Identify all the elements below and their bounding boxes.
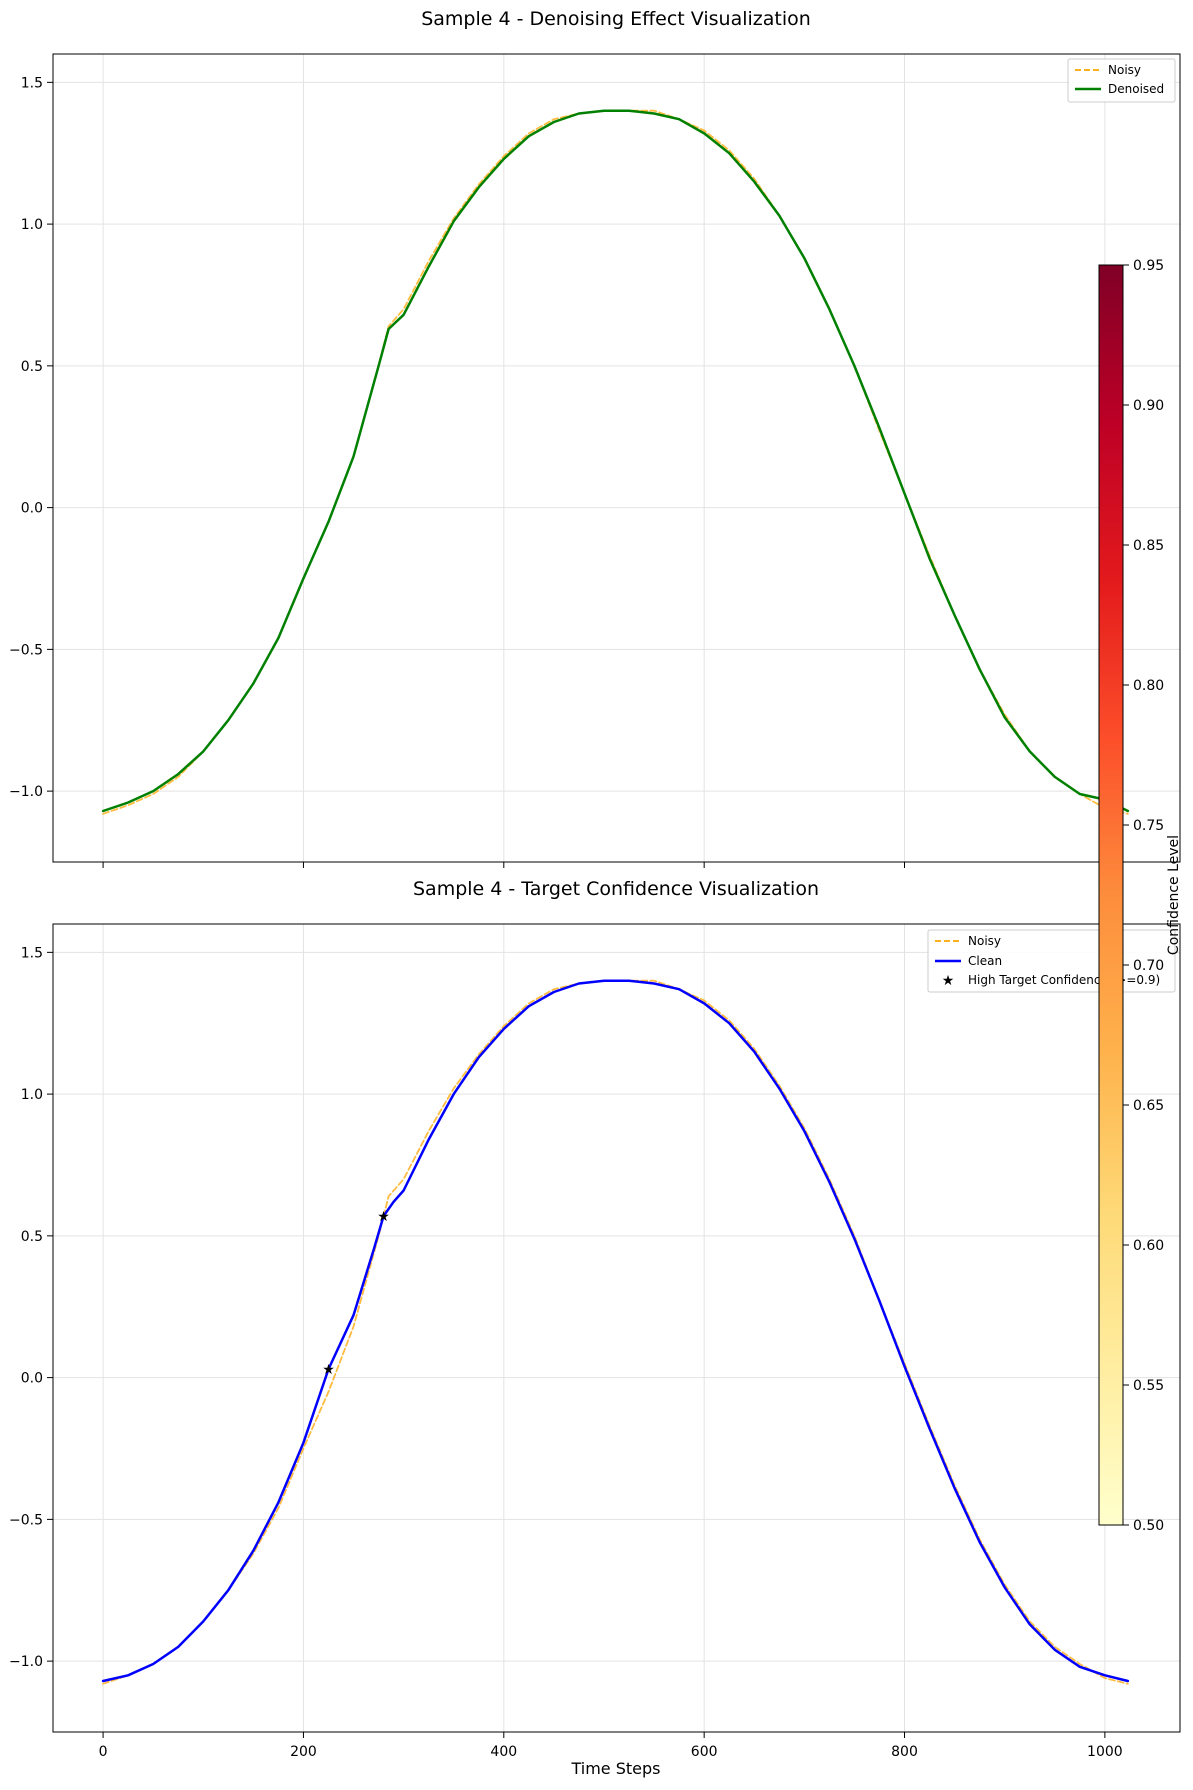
legend-denoised-label: Denoised	[1108, 82, 1164, 96]
bottom-series: ★★	[101, 979, 1130, 1685]
bottom-chart-title: Sample 4 - Target Confidence Visualizati…	[413, 878, 819, 900]
y-tick-label: −0.5	[9, 1512, 43, 1528]
x-tick-label: 0	[99, 1744, 108, 1760]
colorbar-tick-label: 0.75	[1133, 818, 1164, 834]
colorbar	[1098, 264, 1124, 1526]
top-plot-frame	[52, 53, 1181, 863]
bottom-grid	[53, 924, 1180, 1732]
legend-star-swatch: ★	[942, 973, 955, 989]
y-tick-label: −0.5	[9, 642, 43, 658]
colorbar-label: Confidence Level	[1166, 835, 1182, 955]
bottom-plot-frame	[52, 923, 1181, 1733]
x-tick-label: 600	[691, 1744, 718, 1760]
legend-noisy-label-top: Noisy	[1108, 63, 1141, 77]
top-legend: Noisy Denoised	[1067, 58, 1176, 103]
denoised-line	[101, 109, 1130, 813]
clean-line	[101, 979, 1130, 1683]
colorbar-tick-label: 0.50	[1133, 1518, 1164, 1534]
colorbar-tick-label: 0.65	[1133, 1098, 1164, 1114]
colorbar-tick-label: 0.95	[1133, 258, 1164, 274]
legend-high-confidence-label: High Target Confidence (>=0.9)	[968, 973, 1160, 987]
legend-clean-label: Clean	[968, 954, 1002, 968]
noisy-line	[102, 109, 1129, 815]
y-tick-label: −1.0	[9, 784, 43, 800]
legend-noisy-label-bottom: Noisy	[968, 934, 1001, 948]
colorbar-ticks: 0.50 0.55 0.60 0.65 0.70 0.75 0.80 0.85 0.90 0.95	[1123, 258, 1164, 1534]
y-tick-label: −1.0	[9, 1654, 43, 1670]
x-tick-label: 1000	[1087, 1744, 1123, 1760]
top-chart-title: Sample 4 - Denoising Effect Visualizatio…	[421, 8, 811, 30]
colorbar-tick-label: 0.85	[1133, 538, 1164, 554]
high-confidence-marker: ★	[377, 1209, 390, 1225]
top-axis-ticks: −1.0 −0.5 0.0 0.5 1.0 1.5	[9, 75, 1106, 868]
high-confidence-marker: ★	[322, 1362, 335, 1378]
top-series	[101, 109, 1130, 815]
y-tick-label: 0.0	[21, 501, 43, 517]
y-tick-label: 1.5	[21, 75, 43, 91]
noisy-line	[102, 979, 1129, 1685]
y-tick-label: 1.0	[21, 1087, 43, 1103]
colorbar-tick-label: 0.60	[1133, 1238, 1164, 1254]
colorbar-tick-label: 0.90	[1133, 398, 1164, 414]
top-grid	[53, 54, 1180, 862]
colorbar-tick-label: 0.80	[1133, 678, 1164, 694]
y-tick-label: 0.5	[21, 1229, 43, 1245]
colorbar-tick-label: 0.70	[1133, 958, 1164, 974]
colorbar-tick-label: 0.55	[1133, 1378, 1164, 1394]
x-tick-label: 200	[290, 1744, 317, 1760]
y-tick-label: 0.0	[21, 1371, 43, 1387]
y-tick-label: 0.5	[21, 359, 43, 375]
x-axis-label: Time Steps	[570, 1759, 660, 1778]
x-tick-label: 800	[891, 1744, 918, 1760]
x-tick-label: 400	[490, 1744, 517, 1760]
bottom-axis-ticks: 0 200 400 600 800 1000 −1.0 −0.5 0.0 0.5 1.0 1.5	[9, 945, 1123, 1760]
y-tick-label: 1.5	[21, 945, 43, 961]
y-tick-label: 1.0	[21, 217, 43, 233]
